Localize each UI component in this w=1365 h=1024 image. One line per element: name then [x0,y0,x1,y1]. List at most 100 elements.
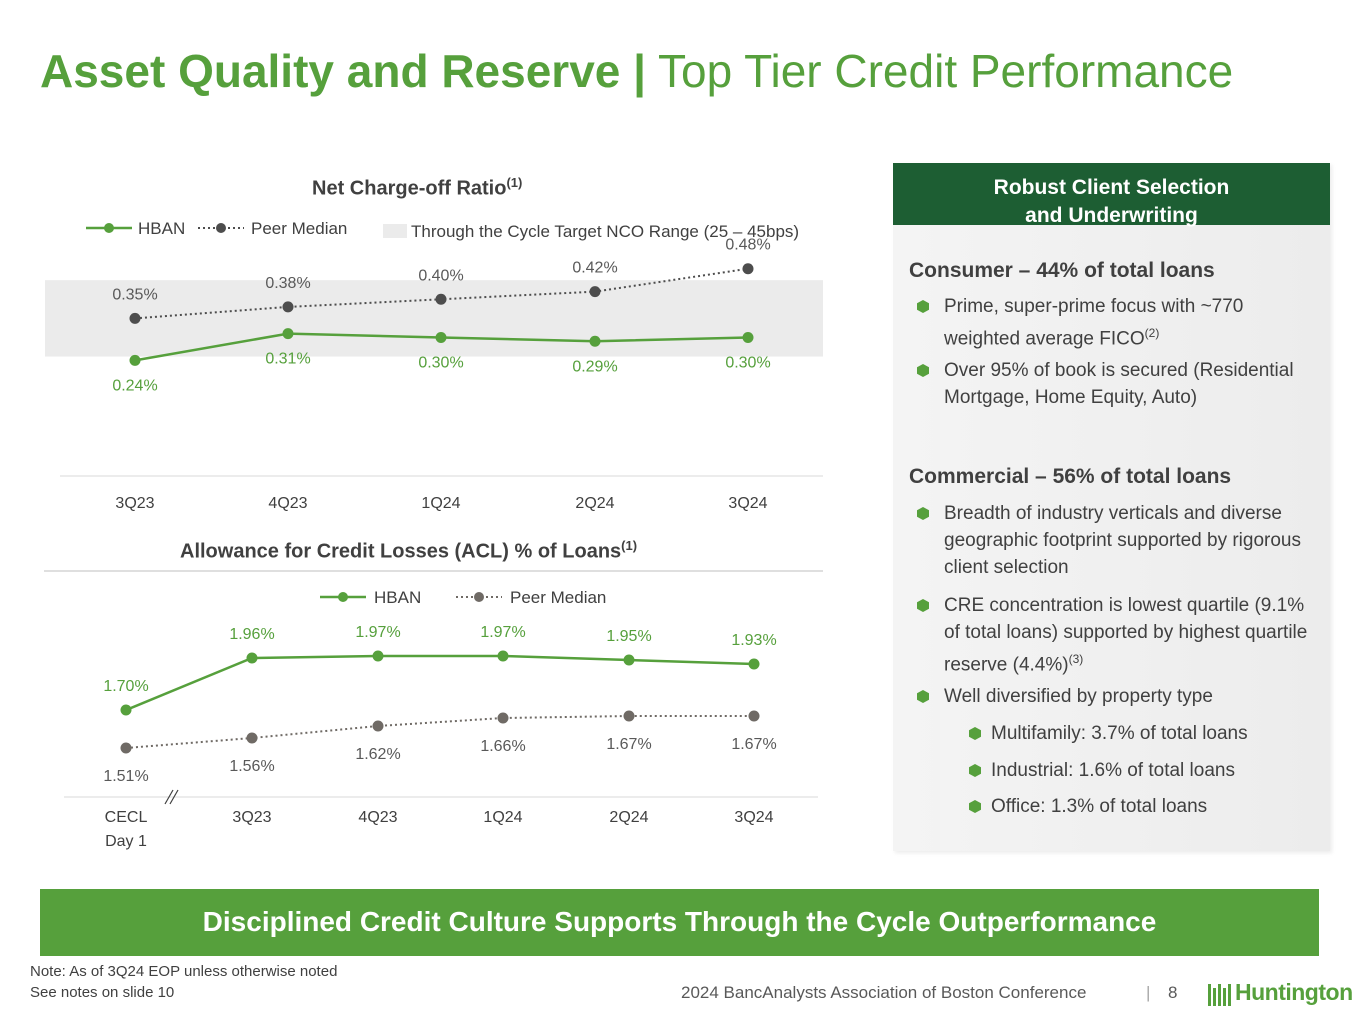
hexagon-bullet-icon [917,364,929,377]
peer-nco-data-label: 0.35% [112,286,157,303]
commercial-bullet-1: Breadth of industry verticals and divers… [917,500,1314,581]
peer-nco-point [435,293,447,305]
acl-title-note: (1) [621,538,638,553]
legend-acl-peer-marker [474,592,484,602]
peer-acl-data-label: 1.62% [355,746,400,763]
hexagon-bullet-icon [917,599,929,612]
commercial-title: Commercial – 56% of total loans [909,465,1232,488]
legend-peer-marker [216,223,226,233]
hban-nco-point [129,354,141,366]
nco-tick-label: 1Q24 [421,495,460,512]
acl-chart-title: Allowance for Credit Losses (ACL) % of L… [180,538,637,564]
consumer-bullet-2: Over 95% of book is secured (Residential… [917,357,1314,411]
peer-nco-point [589,286,601,298]
page-number: 8 [1168,983,1178,1002]
peer-nco-point [742,263,754,275]
consumer-bullet-1-text: Prime, super-prime focus with ~770 weigh… [944,296,1244,350]
hban-acl-point [497,650,509,662]
nco-tick-label: 2Q24 [575,495,614,512]
peer-nco-data-label: 0.48% [725,237,770,254]
legend-band-swatch [383,224,407,238]
hexagon-bullet-icon [969,800,981,813]
peer-acl-data-label: 1.56% [229,758,274,775]
hban-acl-point [246,652,258,664]
hban-acl-line [125,654,755,712]
sub-bullet-2-text: Industrial: 1.6% of total loans [991,760,1235,781]
acl-tick-label: Day 1 [105,833,147,850]
panel-header: Robust Client Selection and Underwriting [893,163,1330,227]
peer-acl-point [748,710,760,722]
acl-title-text: Allowance for Credit Losses (ACL) % of L… [180,540,622,563]
peer-acl-point [497,712,509,724]
hban-acl-data-label: 1.70% [103,678,148,695]
hban-acl-point [748,658,760,670]
footer-divider: | [1146,983,1151,1002]
acl-tick-label: 2Q24 [609,809,648,826]
hban-acl-data-label: 1.97% [355,624,400,641]
title-light: Top Tier Credit Performance [657,45,1234,97]
peer-nco-data-label: 0.38% [265,275,310,292]
commercial-bullet-3-text: Well diversified by property type [944,686,1213,707]
hban-nco-data-label: 0.31% [265,351,310,368]
hexagon-bullet-icon [917,507,929,520]
axis-break-mark [164,789,174,805]
peer-acl-point [120,742,132,754]
commercial-bullet-1-text: Breadth of industry verticals and divers… [944,503,1302,578]
note-line-1: Note: As of 3Q24 EOP unless otherwise no… [30,963,338,980]
footer-conference: 2024 BancAnalysts Association of Boston … [681,983,1087,1002]
peer-nco-point [282,301,294,313]
peer-acl-data-label: 1.51% [103,768,148,785]
legend-hban-marker [104,223,114,233]
peer-acl-data-label: 1.67% [731,736,776,753]
peer-acl-point [246,732,258,744]
commercial-bullet-3: Well diversified by property type [917,683,1314,710]
hban-acl-data-label: 1.96% [229,626,274,643]
nco-title-text: Net Charge-off Ratio [312,177,507,200]
nco-tick-label: 4Q23 [268,495,307,512]
underwriting-panel: Robust Client Selection and Underwriting… [893,163,1330,851]
legend-acl-hban-marker [338,592,348,602]
consumer-bullet-1: Prime, super-prime focus with ~770 weigh… [917,293,1314,352]
nco-chart: HBAN Peer Median Through the Cycle Targe… [45,219,823,512]
sub-bullet-3-text: Office: 1.3% of total loans [991,796,1208,817]
huntington-logo-text: Huntington [1235,979,1353,1005]
hexagon-bullet-icon [969,764,981,777]
sub-bullet-2: Industrial: 1.6% of total loans [969,757,1321,784]
hban-nco-data-label: 0.29% [572,358,617,375]
peer-nco-data-label: 0.42% [572,260,617,277]
sub-bullet-1-text: Multifamily: 3.7% of total loans [991,723,1248,744]
peer-acl-data-label: 1.66% [480,738,525,755]
hexagon-bullet-icon [917,690,929,703]
nco-chart-title: Net Charge-off Ratio(1) [312,175,522,201]
consumer-title: Consumer – 44% of total loans [909,259,1215,282]
nco-tick-label: 3Q24 [728,495,767,512]
hban-nco-data-label: 0.30% [418,354,463,371]
note-line-2: See notes on slide 10 [30,984,175,1001]
hban-acl-point [372,650,384,662]
acl-tick-label: CECL [105,809,148,826]
title-separator: | [633,45,647,97]
legend-peer-label: Peer Median [251,219,347,238]
peer-acl-line [125,715,754,749]
hban-acl-point [120,704,132,716]
sub-bullet-1: Multifamily: 3.7% of total loans [969,720,1321,747]
hban-nco-point [589,335,601,347]
commercial-bullet-2: CRE concentration is lowest quartile (9.… [917,592,1314,678]
target-nco-band [45,280,823,357]
acl-tick-label: 3Q23 [232,809,271,826]
consumer-bullet-2-text: Over 95% of book is secured (Residential… [944,360,1294,408]
hban-acl-data-label: 1.97% [480,624,525,641]
page-title: Asset Quality and Reserve | Top Tier Cre… [40,44,1233,98]
sub-bullet-3: Office: 1.3% of total loans [969,793,1321,820]
legend-band-label: Through the Cycle Target NCO Range (25 –… [411,222,799,241]
peer-nco-point [129,312,141,324]
hexagon-bullet-icon [917,300,929,313]
peer-acl-point [623,710,635,722]
hban-acl-point [623,654,635,666]
hban-nco-data-label: 0.30% [725,354,770,371]
commercial-bullet-2-text: CRE concentration is lowest quartile (9.… [944,595,1308,676]
legend-hban-label: HBAN [138,219,185,238]
acl-chart: HBAN Peer Median 1.70% 1.96% 1.97% 1.97% 1.9… [44,570,823,850]
hban-nco-point [742,331,754,343]
huntington-logo-icon [1208,984,1231,1006]
